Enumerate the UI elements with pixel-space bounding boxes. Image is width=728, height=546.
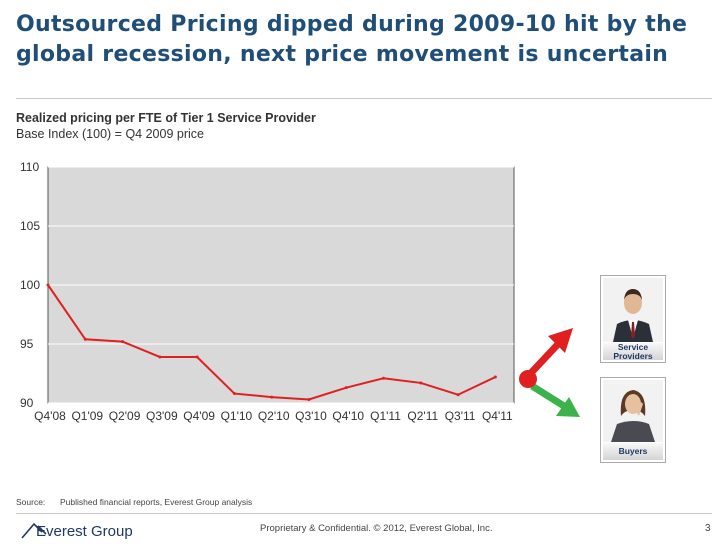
data-point-Q1'10 — [232, 392, 236, 396]
chart-base-index-note: Base Index (100) = Q4 2009 price — [16, 127, 204, 141]
data-point-Q4'08 — [46, 283, 50, 287]
x-tick-label: Q2'09 — [109, 409, 141, 423]
pricing-series-points — [46, 283, 497, 401]
data-point-Q1'11 — [382, 376, 386, 380]
x-tick-label: Q2'10 — [258, 409, 290, 423]
source-text: Published financial reports, Everest Gro… — [60, 497, 253, 507]
y-axis-ticks: 110 105 100 95 90 — [20, 160, 40, 410]
data-point-Q4'11 — [493, 375, 497, 379]
y-tick-label: 100 — [20, 278, 40, 292]
y-tick-label: 90 — [20, 396, 34, 410]
x-tick-label: Q3'10 — [295, 409, 327, 423]
everest-logo-icon — [21, 522, 47, 539]
up-arrow-head — [548, 328, 573, 353]
service-providers-label: Service Providers — [603, 342, 663, 360]
x-tick-label: Q1'09 — [71, 409, 103, 423]
data-point-Q4'10 — [344, 386, 348, 390]
buyer-avatar — [603, 380, 663, 442]
data-point-Q3'11 — [456, 393, 460, 397]
uncertainty-arrows — [519, 328, 580, 417]
data-point-Q2'11 — [419, 381, 423, 385]
x-tick-label: Q4'10 — [332, 409, 364, 423]
x-tick-label: Q4'11 — [482, 409, 513, 423]
down-arrow-head — [556, 397, 580, 417]
current-price-marker — [519, 370, 537, 388]
data-point-Q2'09 — [121, 340, 125, 344]
data-point-Q4'09 — [195, 355, 199, 359]
down-arrow-shaft — [530, 383, 566, 409]
x-tick-label: Q2'11 — [407, 409, 438, 423]
x-tick-label: Q3'11 — [445, 409, 476, 423]
y-tick-label: 105 — [20, 219, 40, 233]
x-tick-label: Q1'11 — [370, 409, 401, 423]
data-point-Q2'10 — [270, 395, 274, 399]
service-providers-card: Service Providers — [600, 275, 666, 363]
buyers-label: Buyers — [603, 443, 663, 460]
x-tick-label: Q4'09 — [183, 409, 215, 423]
up-arrow-shaft — [527, 339, 563, 377]
title-divider — [16, 98, 712, 99]
service-provider-avatar — [603, 278, 663, 342]
data-point-Q1'09 — [83, 337, 87, 341]
chart-subtitle: Realized pricing per FTE of Tier 1 Servi… — [16, 111, 316, 125]
data-point-Q3'09 — [158, 355, 162, 359]
page-number: 3 — [705, 523, 711, 534]
x-tick-label: Q4'08 — [34, 409, 66, 423]
footer-divider — [16, 513, 712, 514]
gridlines — [48, 166, 514, 404]
data-point-Q3'10 — [307, 397, 311, 401]
confidential-notice: Proprietary & Confidential. © 2012, Ever… — [260, 523, 493, 534]
source-note: Source: Published financial reports, Ever… — [16, 497, 252, 507]
x-axis-ticks: Q4'08 Q1'09 Q2'09 Q3'09 Q4'09 Q1'10 Q2'10 Q3'10… — [34, 409, 513, 423]
logo-text: Everest Group — [36, 523, 133, 540]
x-tick-label: Q1'10 — [221, 409, 253, 423]
x-tick-label: Q3'09 — [146, 409, 178, 423]
y-tick-label: 110 — [20, 160, 39, 174]
y-tick-label: 95 — [20, 337, 34, 351]
slide-title: Outsourced Pricing dipped during 2009-10… — [16, 12, 688, 67]
source-label: Source: — [16, 497, 46, 507]
buyers-card: Buyers — [600, 377, 666, 463]
